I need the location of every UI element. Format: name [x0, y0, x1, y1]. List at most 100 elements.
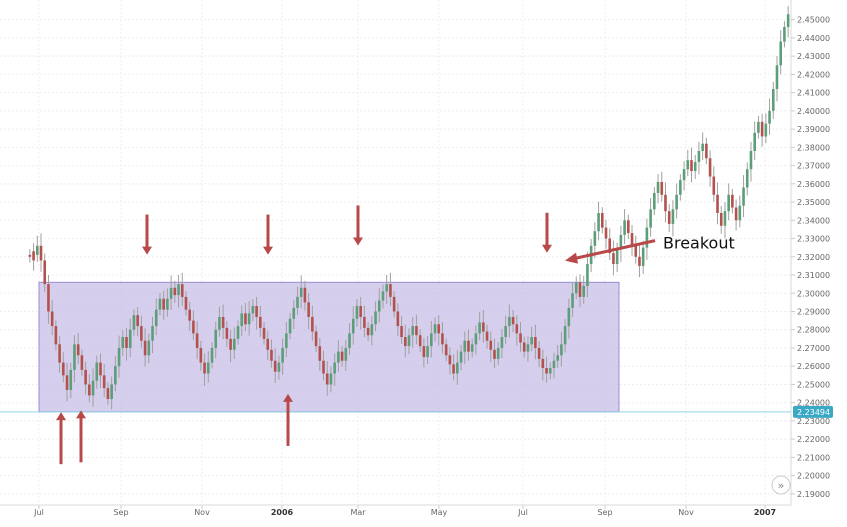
candle-body [54, 326, 58, 345]
candle-body [771, 88, 775, 111]
candle-body [255, 306, 258, 317]
candle-body [273, 360, 277, 372]
candle-body [783, 26, 786, 42]
x-tick-label: May [431, 508, 448, 517]
candle-body [318, 346, 322, 361]
candle-body [121, 337, 125, 348]
candle-body [742, 187, 745, 206]
candle-body [667, 211, 671, 224]
x-tick-label: Sep [113, 508, 128, 517]
candle-body [314, 331, 318, 347]
candle-body [437, 324, 441, 334]
candle-body [132, 315, 136, 330]
candle-body [563, 326, 567, 345]
candle-body [779, 41, 783, 66]
candle-body [682, 169, 686, 181]
candle-body [266, 338, 270, 350]
candle-body [270, 349, 273, 361]
candle-body [716, 194, 719, 214]
candle-body [385, 284, 388, 292]
candle-body [307, 302, 310, 317]
candle-body [482, 322, 485, 332]
candle-body [110, 384, 113, 400]
candle-body [690, 160, 693, 172]
candle-body [768, 110, 771, 124]
y-tick-label: 2.24000 [797, 399, 830, 408]
candle-body [225, 327, 229, 339]
breakout-arrow-head [565, 252, 578, 264]
candle-body [452, 364, 455, 374]
candle-body [296, 296, 299, 308]
candle-body [359, 306, 362, 317]
candle-body [664, 194, 667, 212]
y-tick-label: 2.28000 [797, 326, 830, 335]
candle-body [415, 326, 418, 336]
candle-body [430, 333, 433, 347]
candle-body [303, 287, 307, 303]
candle-body [288, 318, 292, 334]
candle-body [173, 287, 177, 296]
candle-body [519, 333, 522, 343]
y-tick-label: 2.37000 [797, 162, 830, 171]
candle-body [608, 238, 612, 254]
breakout-arrow-shaft [573, 239, 656, 261]
candle-body [50, 311, 54, 327]
candle-body [117, 347, 121, 367]
candle-body [88, 384, 91, 396]
candle-body [143, 340, 147, 356]
candle-body [508, 316, 511, 327]
candle-body [578, 282, 582, 297]
y-tick-label: 2.41000 [797, 89, 830, 98]
candle-body [738, 205, 742, 221]
candle-body [396, 311, 400, 327]
candle-body [426, 346, 429, 358]
y-tick-label: 2.19000 [797, 490, 830, 499]
y-tick-label: 2.29000 [797, 307, 830, 316]
breakout-annotation: Breakout [663, 234, 735, 253]
candle-body [140, 326, 143, 341]
candle-body [619, 234, 623, 250]
candle-body [277, 362, 281, 372]
candle-body [745, 169, 749, 188]
candle-body [325, 373, 329, 385]
y-tick-label: 2.39000 [797, 125, 830, 134]
y-tick-label: 2.36000 [797, 180, 830, 189]
candle-body [244, 313, 247, 325]
candle-body [753, 132, 756, 151]
candle-body [102, 375, 106, 389]
candle-body [567, 307, 571, 327]
candle-body [381, 291, 385, 301]
candle-body [203, 362, 206, 374]
candle-body [80, 355, 84, 370]
double-chevron-right-icon[interactable]: » [778, 479, 785, 492]
candle-body [363, 316, 366, 328]
candle-body [389, 284, 392, 297]
candle-body [218, 316, 221, 330]
x-tick-label: 2007 [754, 508, 776, 517]
candle-body [734, 207, 738, 221]
y-tick-label: 2.20000 [797, 472, 830, 481]
candle-body [727, 194, 730, 212]
candle-body [180, 284, 184, 297]
candle-body [232, 338, 236, 350]
current-price-label: 2.23494 [793, 405, 833, 418]
candle-body [311, 316, 314, 332]
scroll-right-button-circle[interactable] [771, 475, 791, 495]
range-band [38, 281, 620, 413]
candle-body [653, 192, 656, 210]
candle-body [125, 337, 128, 348]
x-tick-label: Nov [194, 508, 210, 517]
candle-body [195, 333, 199, 348]
candle-body [526, 344, 530, 352]
candle-body [478, 322, 481, 334]
candle-body [240, 313, 244, 327]
candle-body [459, 351, 463, 363]
scroll-right-button[interactable]: » [771, 475, 791, 495]
candle-body [206, 362, 210, 374]
y-tick-label: 2.43000 [797, 52, 830, 61]
candle-body [537, 347, 541, 359]
candle-body [474, 333, 478, 345]
candle-body [214, 329, 218, 348]
candle-body [355, 306, 359, 319]
y-tick-label: 2.23000 [797, 417, 830, 426]
